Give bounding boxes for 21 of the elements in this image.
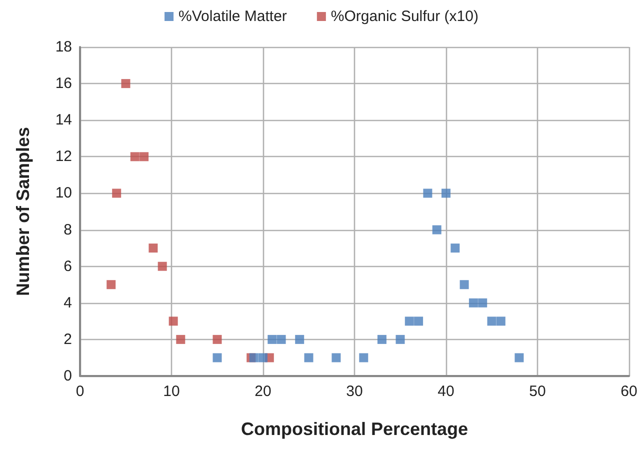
y-tick-label: 6: [64, 258, 72, 275]
y-tick-label: 2: [64, 330, 72, 348]
x-axis-title: Compositional Percentage: [240, 419, 468, 439]
y-tick-label: 0: [64, 368, 72, 384]
x-tick-label: 60: [620, 383, 638, 400]
y-tick-label: 14: [55, 112, 72, 129]
y-tick-label: 8: [64, 221, 72, 238]
y-tick-label: 4: [64, 294, 72, 312]
legend-label: %Volatile Matter: [178, 8, 287, 25]
y-tick-label: 10: [55, 184, 72, 202]
x-tick-label: 30: [346, 383, 363, 400]
y-tick-label: 12: [55, 148, 72, 166]
x-tick-label: 10: [163, 383, 180, 400]
y-tick-label: 18: [55, 38, 72, 56]
x-tick-label: 0: [76, 383, 84, 400]
y-axis-title: Number of Samples: [13, 126, 33, 296]
x-tick-label: 50: [529, 383, 546, 400]
legend-label: %Organic Sulfur (x10): [330, 8, 478, 25]
x-tick-label: 40: [438, 383, 454, 400]
x-tick-label: 20: [254, 383, 272, 400]
y-tick-label: 16: [55, 75, 72, 92]
